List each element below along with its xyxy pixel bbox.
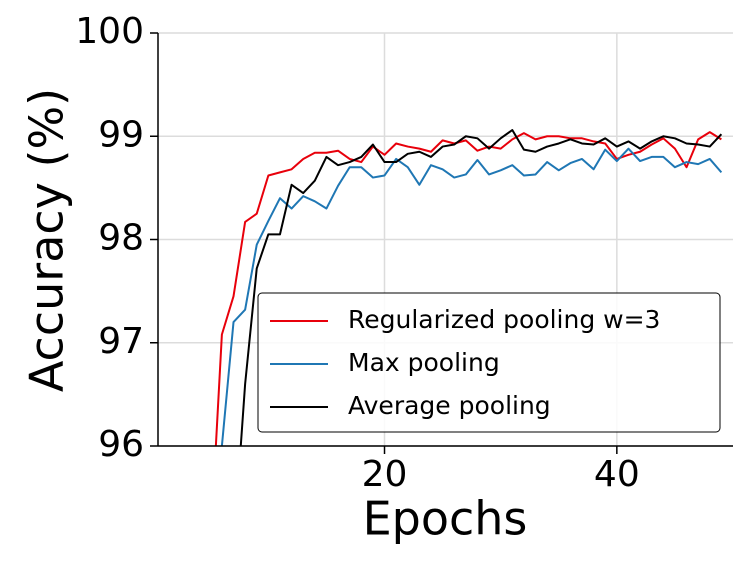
y-tick-label: 98 xyxy=(98,218,144,259)
y-tick-label: 96 xyxy=(98,424,144,465)
plot-area xyxy=(214,129,723,446)
y-axis-label: Accuracy (%) xyxy=(20,88,74,392)
line xyxy=(239,129,723,446)
x-tick-label: 40 xyxy=(594,454,640,495)
x-axis-label: Epochs xyxy=(363,492,528,546)
legend-label: Regularized pooling w=3 xyxy=(348,305,660,334)
legend-label: Max pooling xyxy=(348,348,500,377)
line xyxy=(214,131,722,446)
legend-box xyxy=(257,292,721,433)
y-tick-label: 99 xyxy=(98,114,144,155)
y-tick-label: 97 xyxy=(98,321,144,362)
y-tick-label: 100 xyxy=(75,11,144,52)
x-tick-label: 20 xyxy=(362,454,408,495)
line xyxy=(220,147,723,446)
legend: Regularized pooling w=3 Max pooling Averag… xyxy=(257,292,721,433)
legend-label: Average pooling xyxy=(348,391,551,420)
